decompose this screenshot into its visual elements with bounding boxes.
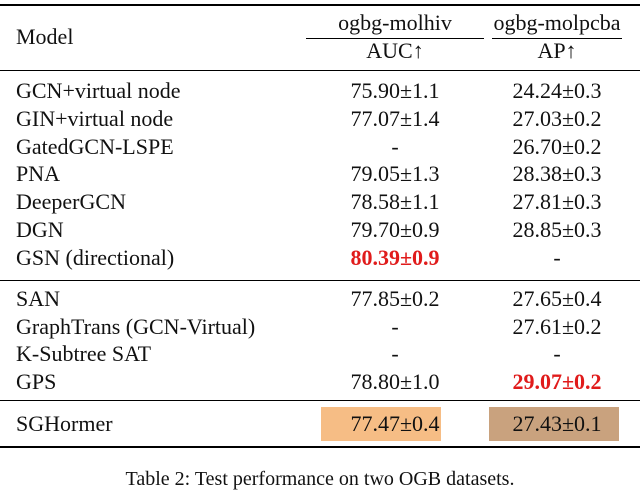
row-model: SAN [16,286,61,311]
row-molhiv: 78.80±1.0 [350,369,440,394]
row-model: GCN+virtual node [16,78,181,103]
row-model: DeeperGCN [16,189,126,214]
molhiv-highlight [321,407,441,441]
top-rule [0,4,640,6]
row-molhiv: - [391,341,399,366]
row-model: GraphTrans (GCN-Virtual) [16,314,256,339]
row-molpcba: 27.03±0.2 [512,106,602,131]
row-molhiv: 78.58±1.1 [350,189,440,214]
row-molhiv: 77.07±1.4 [350,106,440,131]
row-model: GSN (directional) [16,245,175,270]
row-molhiv: 79.05±1.3 [350,161,440,186]
row-molpcba: 27.61±0.2 [512,314,602,339]
header-rule [0,70,640,71]
best-molpcba-value: 29.07±0.2 [512,369,602,394]
header-molpcba: ogbg-molpcba [493,10,621,35]
row-molpcba: - [553,245,561,270]
molhiv-underline [306,38,484,39]
row-molhiv: - [391,134,399,159]
group2-rule [0,400,640,401]
molpcba-highlight [489,407,619,441]
row-molpcba: 27.65±0.4 [512,286,602,311]
row-model: SGHormer [16,411,113,436]
row-molpcba: 28.38±0.3 [512,161,602,186]
row-molhiv: 77.85±0.2 [350,286,440,311]
row-model: DGN [16,217,64,242]
table-caption: Table 2: Test performance on two OGB dat… [125,468,515,490]
bottom-rule [0,446,640,448]
row-molpcba: 24.24±0.3 [512,78,602,103]
row-model: GatedGCN-LSPE [16,134,174,159]
row-molhiv: 79.70±0.9 [350,217,440,242]
row-model: PNA [16,161,61,186]
row-model: K-Subtree SAT [16,341,152,366]
header-auc: AUC↑ [366,38,424,63]
header-molhiv: ogbg-molhiv [338,10,452,35]
row-molhiv: 75.90±1.1 [350,78,440,103]
row-molpcba: - [553,341,561,366]
group1-rule [0,280,640,281]
header-model: Model [16,24,74,49]
row-molpcba: 26.70±0.2 [512,134,602,159]
best-molhiv-value: 80.39±0.9 [350,245,440,270]
molpcba-underline [492,38,622,39]
header-ap: AP↑ [537,38,577,63]
row-molhiv: - [391,314,399,339]
row-model: GIN+virtual node [16,106,174,131]
row-molpcba: 27.81±0.3 [512,189,602,214]
row-molpcba: 27.43±0.1 [512,411,602,436]
row-molpcba: 28.85±0.3 [512,217,602,242]
row-model: GPS [16,369,57,394]
row-molhiv: 77.47±0.4 [350,411,440,436]
